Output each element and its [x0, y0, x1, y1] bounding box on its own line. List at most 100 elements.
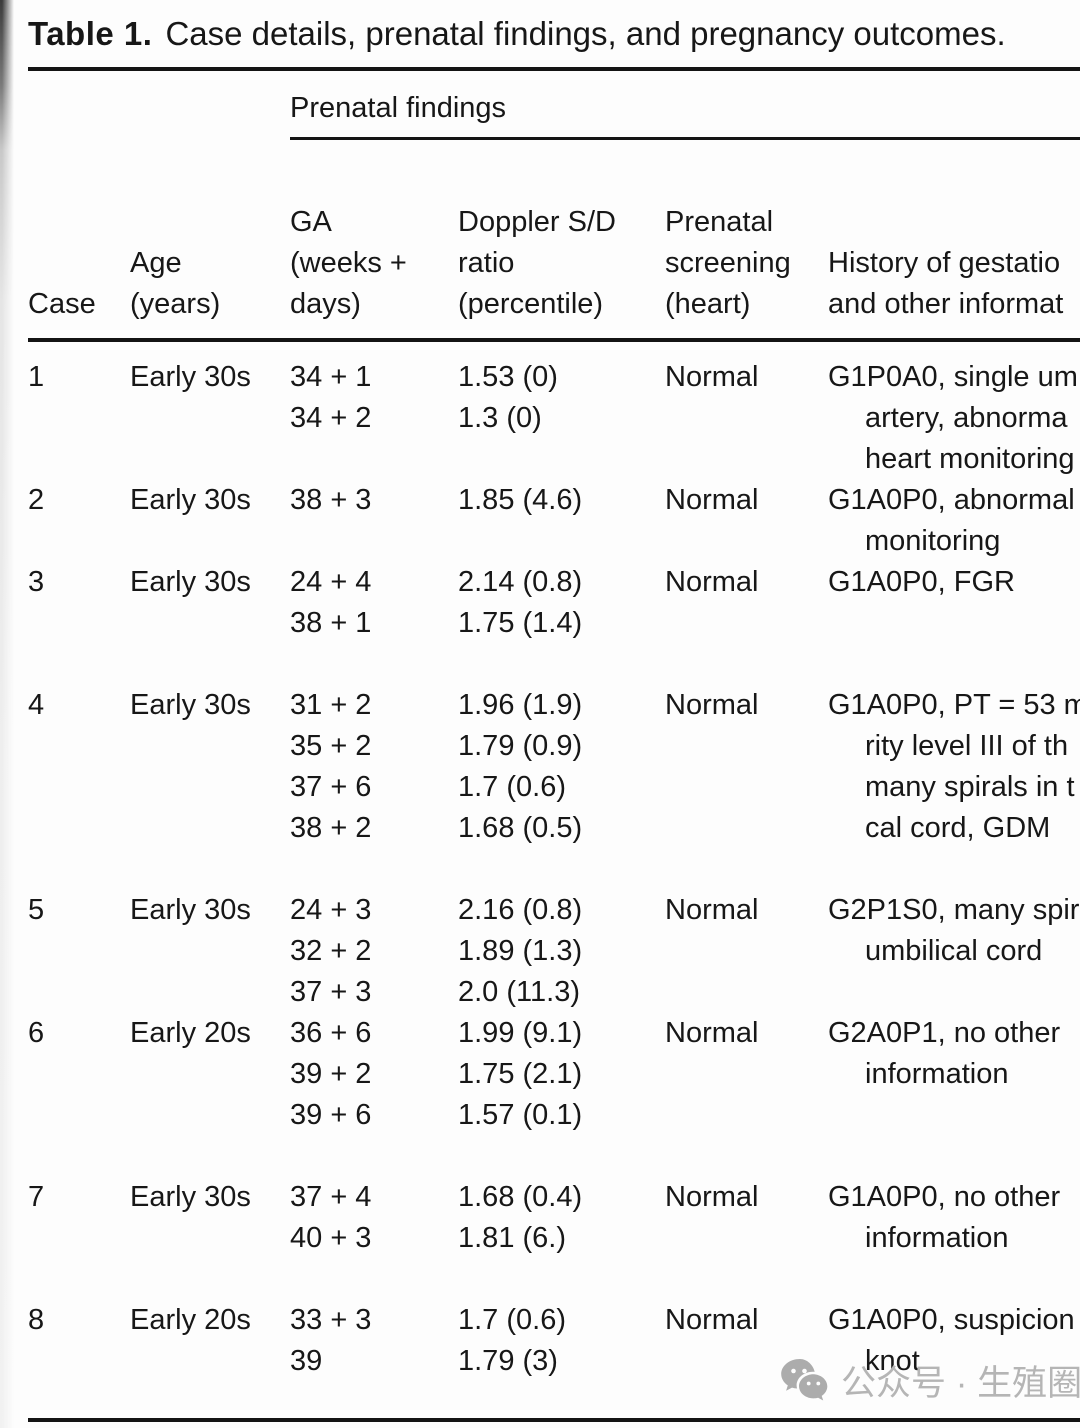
history-lines: G1A0P0, abnormal monitoring	[828, 480, 1080, 562]
cell-line: 1.79 (0.9)	[458, 730, 583, 762]
doppler-values: 1.53 (0) 1.3 (0)	[458, 357, 665, 480]
table-row: 4 Early 30s 31 + 2 35 + 2 37 + 6 38 + 2 1.9…	[28, 685, 1080, 849]
cell-line: 24 + 4	[290, 566, 372, 598]
doppler-values: 2.14 (0.8) 1.75 (1.4)	[458, 562, 665, 644]
header-rule	[28, 338, 1080, 342]
top-rule	[28, 67, 1080, 71]
table-row: 8 Early 20s 33 + 3 39 1.7 (0.6) 1.79 (3) N…	[28, 1300, 1080, 1382]
cell-line: 39	[290, 1345, 323, 1377]
screening-value: Normal	[665, 1181, 759, 1213]
group-header-rule	[290, 137, 1080, 140]
group-header-prenatal-findings: Prenatal findings	[290, 92, 507, 124]
cell-line: 1.99 (9.1)	[458, 1017, 583, 1049]
cell-line: 32 + 2	[290, 935, 372, 967]
cell-line: 40 + 3	[290, 1222, 372, 1254]
doppler-values: 1.99 (9.1) 1.75 (2.1) 1.57 (0.1)	[458, 1013, 665, 1136]
page-edge-shadow	[0, 0, 14, 1428]
table-content: Table 1. Case details, prenatal findings,…	[28, 0, 1080, 1382]
table-row: 1 Early 30s 34 + 1 34 + 2 1.53 (0) 1.3 (0)…	[28, 357, 1080, 480]
header-line: days)	[290, 288, 361, 320]
header-line: (percentile)	[458, 288, 604, 320]
history-lines: G1A0P0, no other information	[828, 1177, 1080, 1259]
age-value: Early 30s	[130, 689, 251, 721]
cell-line: many spirals in t	[865, 771, 1075, 803]
header-line: (heart)	[665, 288, 751, 320]
cell-line: 1.75 (2.1)	[458, 1058, 583, 1090]
cell-line: 38 + 3	[290, 484, 372, 516]
ga-values: 24 + 4 38 + 1	[290, 562, 458, 644]
age-value: Early 20s	[130, 1017, 251, 1049]
case-number: 3	[28, 566, 45, 598]
cell-line: 38 + 2	[290, 812, 372, 844]
col-header-ga: GA (weeks + days)	[290, 202, 458, 325]
cell-line: 39 + 6	[290, 1099, 372, 1131]
watermark-text: 公众号 · 生殖圈	[841, 1363, 1080, 1403]
cell-line: 2.16 (0.8)	[458, 894, 583, 926]
cell-line: G2A0P1, no other	[828, 1017, 1061, 1049]
cell-line: G1A0P0, suspicion	[828, 1304, 1075, 1336]
table-row: 6 Early 20s 36 + 6 39 + 2 39 + 6 1.99 (9.1…	[28, 1013, 1080, 1136]
col-header-case: Case	[28, 284, 130, 325]
cell-line: 1.7 (0.6)	[458, 1304, 566, 1336]
cell-line: information	[865, 1222, 1009, 1254]
ga-values: 36 + 6 39 + 2 39 + 6	[290, 1013, 458, 1136]
col-header-doppler: Doppler S/D ratio (percentile)	[458, 202, 665, 325]
cell-line: cal cord, GDM	[865, 812, 1051, 844]
case-number: 6	[28, 1017, 45, 1049]
header-line: GA	[290, 206, 332, 238]
cell-line: 37 + 4	[290, 1181, 372, 1213]
screening-value: Normal	[665, 689, 759, 721]
age-value: Early 20s	[130, 1304, 251, 1336]
case-number: 2	[28, 484, 45, 516]
cell-line: 34 + 1	[290, 361, 372, 393]
cell-line: 1.7 (0.6)	[458, 771, 566, 803]
cell-line: 2.14 (0.8)	[458, 566, 583, 598]
cell-line: 1.89 (1.3)	[458, 935, 583, 967]
cell-line: 2.0 (11.3)	[458, 976, 580, 1008]
cell-line: 1.68 (0.5)	[458, 812, 583, 844]
header-line: Age	[130, 247, 182, 279]
table-caption-text: Case details, prenatal findings, and pre…	[165, 15, 1006, 52]
cell-line: umbilical cord	[865, 935, 1043, 967]
screening-value: Normal	[665, 894, 759, 926]
history-lines: G2P1S0, many spir umbilical cord	[828, 890, 1080, 1013]
cell-line: heart monitoring	[865, 443, 1075, 475]
header-line: (years)	[130, 288, 221, 320]
header-line: Case	[28, 288, 96, 320]
cell-line: knot	[865, 1345, 920, 1377]
cell-line: 1.68 (0.4)	[458, 1181, 583, 1213]
col-header-age: Age (years)	[130, 243, 290, 325]
cell-line: 1.75 (1.4)	[458, 607, 583, 639]
cell-line: 1.96 (1.9)	[458, 689, 583, 721]
cell-line: 33 + 3	[290, 1304, 372, 1336]
ga-values: 31 + 2 35 + 2 37 + 6 38 + 2	[290, 685, 458, 849]
table-row: 3 Early 30s 24 + 4 38 + 1 2.14 (0.8) 1.75 …	[28, 562, 1080, 644]
ga-values: 34 + 1 34 + 2	[290, 357, 458, 480]
cell-line: G1A0P0, abnormal	[828, 484, 1075, 516]
cell-line: 1.53 (0)	[458, 361, 558, 393]
cell-line: G2P1S0, many spir	[828, 894, 1080, 926]
cell-line: 37 + 3	[290, 976, 372, 1008]
table-number: Table 1.	[28, 15, 153, 52]
cell-line: monitoring	[865, 525, 1001, 557]
table-body: 1 Early 30s 34 + 1 34 + 2 1.53 (0) 1.3 (0)…	[28, 342, 1080, 1382]
case-number: 1	[28, 361, 45, 393]
header-line: ratio	[458, 247, 515, 279]
cell-line: 1.57 (0.1)	[458, 1099, 583, 1131]
wechat-icon	[781, 1359, 828, 1401]
col-header-screening: Prenatal screening (heart)	[665, 202, 828, 325]
cell-line: 24 + 3	[290, 894, 372, 926]
ga-values: 38 + 3	[290, 480, 458, 562]
age-value: Early 30s	[130, 894, 251, 926]
age-value: Early 30s	[130, 484, 251, 516]
ga-values: 33 + 3 39	[290, 1300, 458, 1382]
table-caption: Table 1. Case details, prenatal findings,…	[28, 0, 1080, 54]
screening-value: Normal	[665, 1304, 759, 1336]
header-line: Doppler S/D	[458, 206, 616, 238]
age-value: Early 30s	[130, 1181, 251, 1213]
cell-line: 1.85 (4.6)	[458, 484, 583, 516]
table-row: 5 Early 30s 24 + 3 32 + 2 37 + 3 2.16 (0.8…	[28, 890, 1080, 1013]
doppler-values: 1.85 (4.6)	[458, 480, 665, 562]
doppler-values: 1.96 (1.9) 1.79 (0.9) 1.7 (0.6) 1.68 (0.5)	[458, 685, 665, 849]
